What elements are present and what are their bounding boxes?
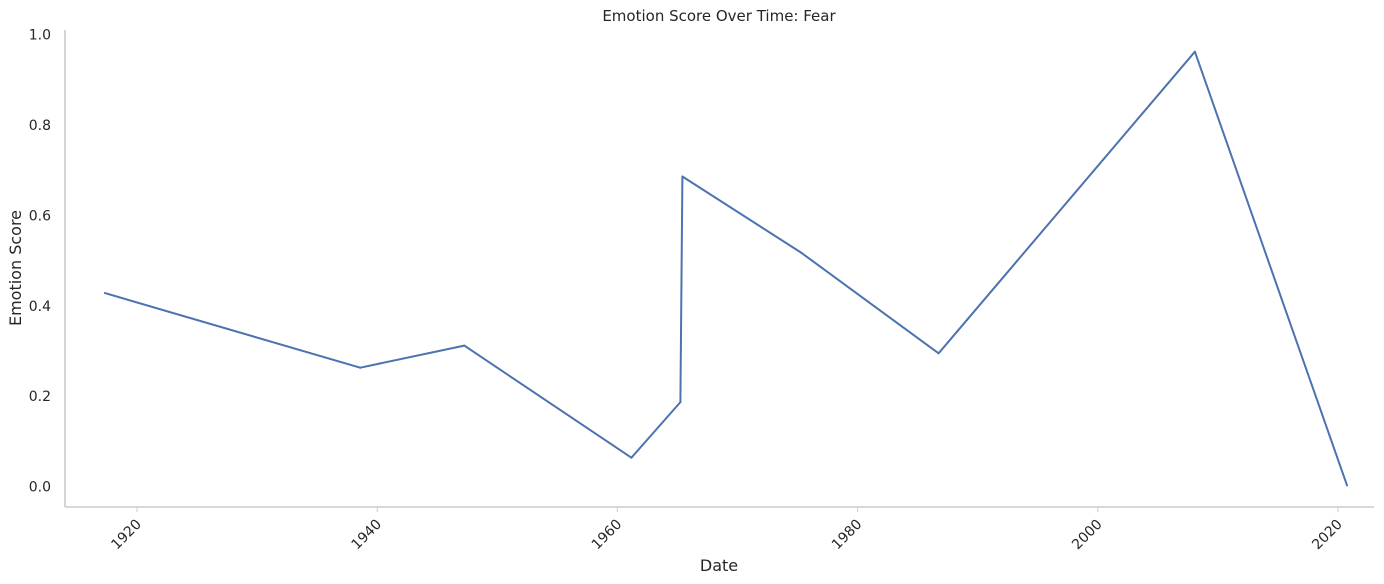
data-point <box>937 352 940 355</box>
x-tick-label: 2000 <box>1069 517 1106 554</box>
data-point <box>630 456 633 459</box>
data-point <box>800 251 803 254</box>
y-tick-label: 0.8 <box>29 118 51 134</box>
x-tick-label: 2020 <box>1309 517 1346 554</box>
x-axis-title: Date <box>700 556 738 575</box>
data-point <box>681 175 684 178</box>
y-axis-title: Emotion Score <box>6 210 25 326</box>
y-tick-label: 0.2 <box>29 389 51 405</box>
y-tick-label: 0.4 <box>29 299 51 315</box>
x-tick-label: 1980 <box>829 517 866 554</box>
data-point <box>1193 50 1196 53</box>
x-axis-ticks: 1920 1940 1960 1980 2000 2020 <box>108 507 1346 554</box>
data-point <box>463 344 466 347</box>
x-tick-label: 1960 <box>589 517 626 554</box>
y-tick-label: 1.0 <box>29 28 51 44</box>
y-tick-label: 0.6 <box>29 208 51 224</box>
series-layer <box>104 50 1348 487</box>
x-tick-label: 1920 <box>108 517 145 554</box>
data-point <box>359 366 362 369</box>
y-tick-label: 0.0 <box>29 480 51 496</box>
data-point <box>104 292 106 295</box>
series-line <box>104 50 1348 487</box>
data-point <box>1346 484 1348 487</box>
y-axis-ticks: 0.0 0.2 0.4 0.6 0.8 1.0 <box>29 28 51 496</box>
data-point <box>679 401 682 404</box>
x-tick-label: 1940 <box>349 517 386 554</box>
chart-title: Emotion Score Over Time: Fear <box>602 7 836 25</box>
